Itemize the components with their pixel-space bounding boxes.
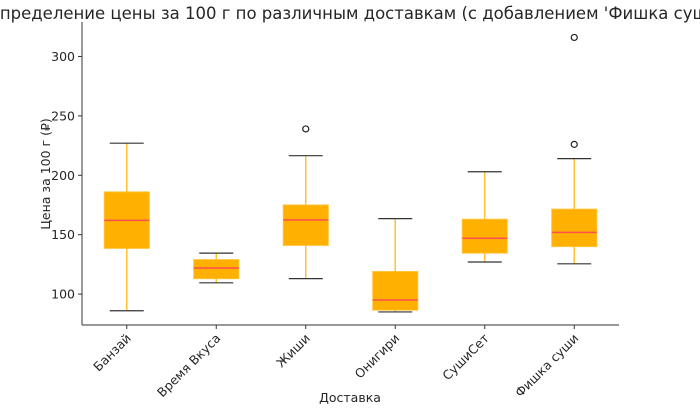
y-tick-label: 300 <box>51 49 75 64</box>
box-iqr <box>461 218 508 254</box>
box-iqr <box>551 208 598 248</box>
outlier-point <box>302 125 310 133</box>
x-axis-label: Доставка <box>319 390 381 405</box>
outlier-point <box>570 140 578 148</box>
box-iqr <box>193 259 240 280</box>
y-axis-label: Цена за 100 г (₽) <box>38 118 53 230</box>
y-tick-label: 100 <box>51 287 75 302</box>
box-iqr <box>282 204 329 246</box>
outlier-point <box>570 33 578 42</box>
x-tick-label: Фишка суши <box>512 331 582 401</box>
plot-area: 100 150 200 250 300 Банзай Время Вкуса Жиши Ониг… <box>51 22 619 400</box>
box-iqr <box>372 271 419 311</box>
chart-title: Распределение цены за 100 г по различным… <box>0 4 700 23</box>
y-tick-label: 150 <box>51 227 75 242</box>
x-tick-label: Жиши <box>273 331 313 371</box>
y-tick-label: 200 <box>51 168 75 183</box>
x-tick-label: Банзай <box>90 331 134 375</box>
y-tick-label: 250 <box>51 108 75 123</box>
x-tick-label: Онигири <box>352 331 403 382</box>
x-tick-label: СушиСет <box>439 331 492 384</box>
x-tick-label: Время Вкуса <box>154 331 223 400</box>
